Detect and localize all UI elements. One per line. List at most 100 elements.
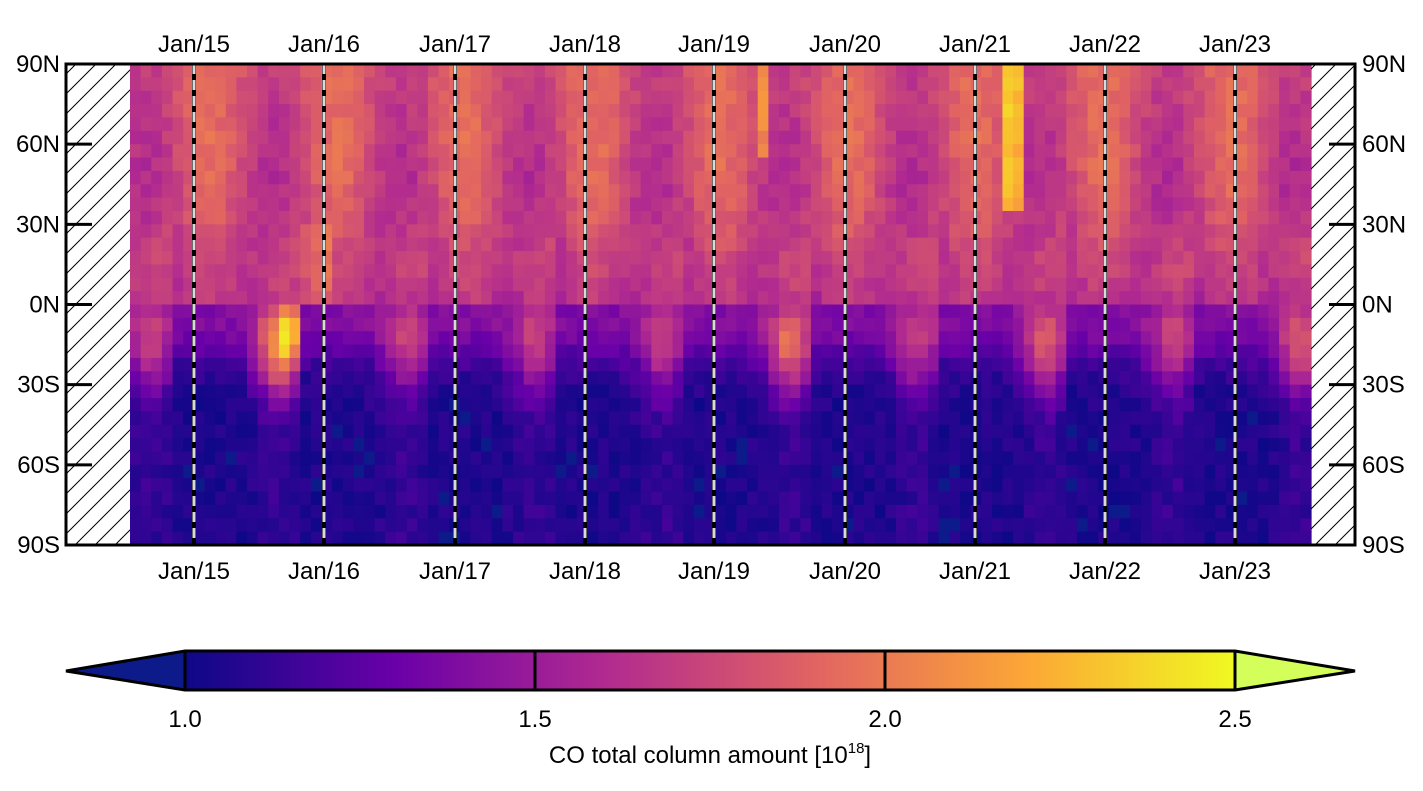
heatmap-cell bbox=[906, 184, 918, 199]
heatmap-cell bbox=[640, 130, 652, 145]
heatmap-cell bbox=[1066, 424, 1078, 439]
heatmap-cell bbox=[513, 104, 525, 119]
heatmap-cell bbox=[1247, 478, 1259, 493]
heatmap-cell bbox=[1268, 64, 1280, 78]
heatmap-cell bbox=[1045, 197, 1057, 212]
heatmap-cell bbox=[640, 117, 652, 132]
heatmap-cell bbox=[959, 224, 972, 239]
heatmap-cell bbox=[1055, 210, 1067, 225]
heatmap-cell bbox=[587, 504, 599, 519]
heatmap-cell bbox=[151, 117, 163, 132]
heatmap-cell bbox=[385, 117, 397, 132]
heatmap-cell bbox=[193, 64, 206, 78]
heatmap-cell bbox=[289, 77, 301, 92]
heatmap-cell bbox=[1172, 424, 1184, 439]
heatmap-cell bbox=[1013, 464, 1025, 479]
heatmap-cell bbox=[140, 491, 152, 506]
heatmap-cell bbox=[544, 224, 557, 239]
heatmap-cell bbox=[332, 518, 344, 533]
heatmap-cell bbox=[481, 491, 493, 506]
heatmap-cell bbox=[1151, 64, 1163, 78]
heatmap-cell bbox=[959, 184, 972, 199]
heatmap-cell bbox=[672, 371, 684, 386]
heatmap-cell bbox=[1119, 504, 1131, 519]
heatmap-cell bbox=[927, 384, 940, 399]
heatmap-cell bbox=[576, 104, 589, 119]
heatmap-cell bbox=[938, 90, 950, 105]
heatmap-cell bbox=[661, 384, 674, 399]
heatmap-cell bbox=[1172, 144, 1184, 159]
heatmap-cell bbox=[736, 344, 748, 359]
heatmap-cell bbox=[725, 277, 738, 292]
heatmap-cell bbox=[1172, 304, 1184, 319]
heatmap-cell bbox=[534, 344, 546, 359]
heatmap-cell bbox=[938, 451, 950, 466]
heatmap-cell bbox=[247, 170, 259, 185]
heatmap-cell bbox=[1002, 424, 1014, 439]
x-tick-label-bottom: Jan/18 bbox=[549, 558, 621, 585]
heatmap-cell bbox=[715, 197, 727, 212]
heatmap-cell bbox=[1247, 64, 1259, 78]
heatmap-cell bbox=[140, 90, 152, 105]
heatmap-cell bbox=[725, 264, 738, 279]
heatmap-cell bbox=[544, 170, 557, 185]
heatmap-cell bbox=[1034, 518, 1046, 533]
heatmap-cell bbox=[470, 504, 482, 519]
heatmap-cell bbox=[885, 144, 897, 159]
heatmap-cell bbox=[502, 170, 514, 185]
heatmap-cell bbox=[534, 478, 546, 493]
heatmap-cell bbox=[151, 251, 163, 266]
heatmap-cell bbox=[1247, 464, 1259, 479]
heatmap-cell bbox=[1172, 451, 1184, 466]
heatmap-cell bbox=[949, 130, 961, 145]
heatmap-cell bbox=[417, 384, 429, 399]
heatmap-cell bbox=[268, 291, 280, 306]
heatmap-cell bbox=[374, 251, 386, 266]
x-tick-label-bottom: Jan/21 bbox=[939, 558, 1011, 585]
heatmap-cell bbox=[1066, 64, 1078, 78]
heatmap-cell bbox=[374, 210, 386, 225]
heatmap-cell bbox=[938, 531, 950, 546]
heatmap-cell bbox=[193, 264, 206, 279]
heatmap-cell bbox=[874, 117, 887, 132]
heatmap-cell bbox=[693, 224, 706, 239]
heatmap-cell bbox=[598, 357, 610, 372]
heatmap-cell bbox=[1215, 504, 1227, 519]
heatmap-cell bbox=[747, 304, 759, 319]
heatmap-cell bbox=[672, 277, 684, 292]
heatmap-cell bbox=[1151, 478, 1163, 493]
heatmap-cell bbox=[289, 331, 301, 346]
heatmap-cell bbox=[704, 130, 716, 145]
heatmap-cell bbox=[183, 77, 195, 92]
heatmap-cell bbox=[821, 531, 833, 546]
heatmap-cell bbox=[385, 237, 397, 252]
heatmap-cell bbox=[502, 464, 514, 479]
heatmap-cell bbox=[459, 384, 472, 399]
heatmap-cell bbox=[204, 157, 216, 172]
heatmap-cell bbox=[342, 264, 355, 279]
heatmap-cell bbox=[864, 531, 876, 546]
heatmap-cell bbox=[406, 398, 418, 412]
heatmap-cell bbox=[459, 357, 472, 372]
heatmap-cell bbox=[789, 504, 801, 519]
heatmap-cell bbox=[544, 264, 557, 279]
heatmap-cell bbox=[491, 104, 503, 119]
heatmap-cell bbox=[300, 77, 312, 92]
heatmap-cell bbox=[587, 357, 599, 372]
heatmap-cell bbox=[1236, 90, 1248, 105]
heatmap-cell bbox=[927, 518, 940, 533]
heatmap-cell bbox=[640, 424, 652, 439]
heatmap-cell bbox=[513, 384, 525, 399]
heatmap-cell bbox=[927, 77, 940, 92]
heatmap-cell bbox=[598, 144, 610, 159]
heatmap-cell bbox=[1151, 344, 1163, 359]
heatmap-cell bbox=[459, 451, 472, 466]
heatmap-cell bbox=[789, 237, 801, 252]
heatmap-cell bbox=[310, 224, 323, 239]
heatmap-cell bbox=[715, 478, 727, 493]
heatmap-cell bbox=[1289, 424, 1301, 439]
heatmap-cell bbox=[204, 291, 216, 306]
heatmap-cell bbox=[1268, 210, 1280, 225]
heatmap-cell bbox=[236, 291, 248, 306]
heatmap-cell bbox=[1257, 237, 1270, 252]
